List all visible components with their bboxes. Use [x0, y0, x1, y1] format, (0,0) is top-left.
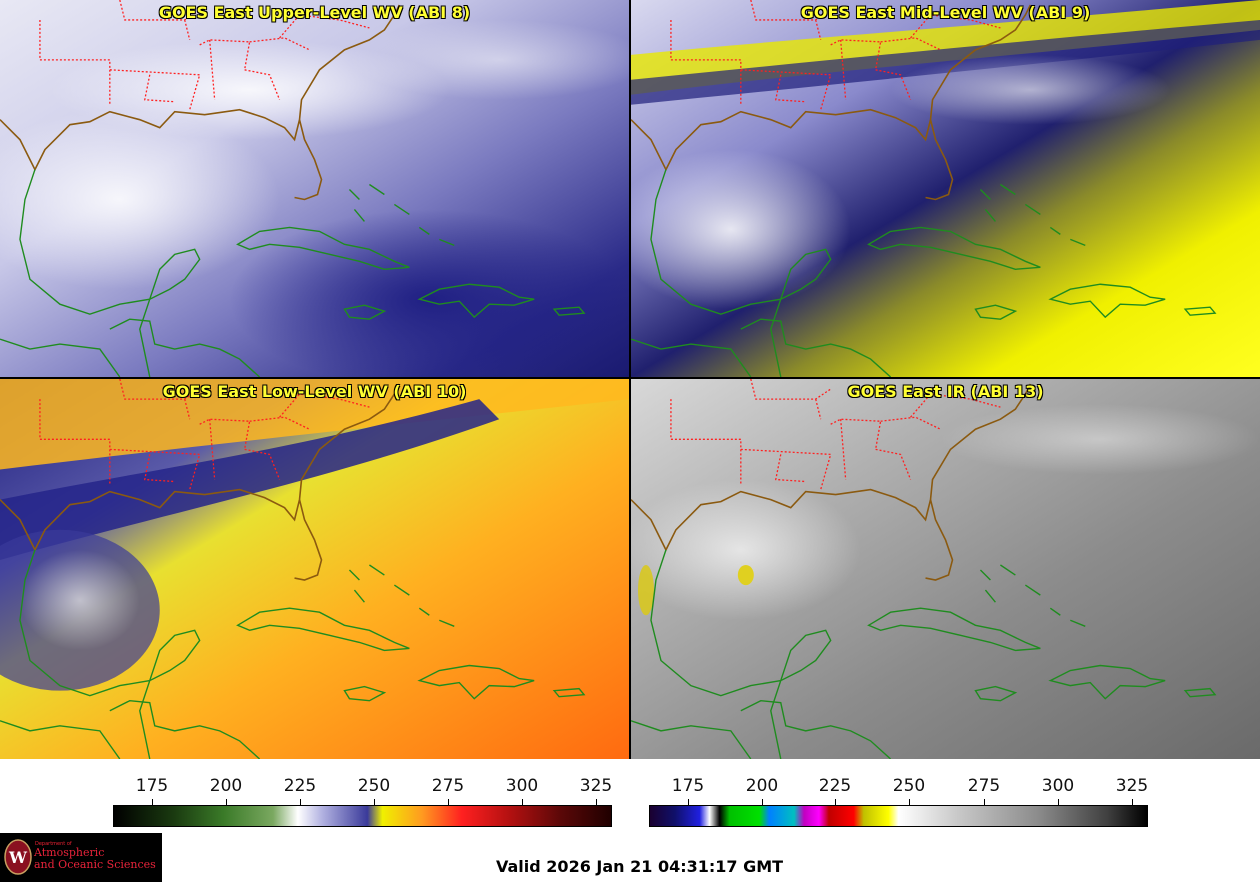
upper-level-imagery — [0, 0, 629, 377]
ir-tick-label: 200 — [745, 776, 779, 796]
wv-tick-label: 200 — [209, 776, 243, 796]
ir-tick-label: 175 — [671, 776, 705, 796]
panel-divider-horizontal — [0, 377, 1260, 379]
wv-tick-label: 175 — [135, 776, 169, 796]
wv-tick-label: 250 — [357, 776, 391, 796]
wv-tick-label: 325 — [579, 776, 613, 796]
aos-logo: W Department of Atmospheric and Oceanic S… — [0, 833, 162, 882]
ir-colorbar — [649, 805, 1148, 827]
panel-low-level-wv: GOES East Low-Level WV (ABI 10) — [0, 379, 629, 759]
low-level-imagery — [0, 379, 629, 759]
wv-colorbar-ticks: 175 200 225 250 275 300 325 — [113, 776, 612, 806]
ir-tick-label: 325 — [1115, 776, 1149, 796]
valid-time: Valid 2026 Jan 21 04:31:17 GMT — [496, 857, 784, 876]
wv-colorbar — [113, 805, 612, 827]
wv-tick-label: 300 — [505, 776, 539, 796]
logo-line2: Atmospheric and Oceanic Sciences — [34, 846, 156, 871]
uw-crest-icon: W — [4, 839, 32, 875]
ir-tick-label: 250 — [892, 776, 926, 796]
ir-colorbar-ticks: 175 200 225 250 275 300 325 — [649, 776, 1148, 806]
svg-text:W: W — [8, 848, 28, 867]
panel-divider-vertical — [629, 0, 631, 759]
panel-mid-level-wv: GOES East Mid-Level WV (ABI 9) — [631, 0, 1260, 377]
ir-tick-label: 275 — [967, 776, 1001, 796]
wv-tick-label: 225 — [283, 776, 317, 796]
wv-tick-label: 275 — [431, 776, 465, 796]
ir-imagery — [631, 379, 1260, 759]
ir-tick-label: 225 — [818, 776, 852, 796]
mid-level-imagery — [631, 0, 1260, 377]
panel-ir: GOES East IR (ABI 13) — [631, 379, 1260, 759]
logo-line1: Department of — [35, 841, 72, 847]
panel-upper-level-wv: GOES East Upper-Level WV (ABI 8) — [0, 0, 629, 377]
ir-tick-label: 300 — [1041, 776, 1075, 796]
